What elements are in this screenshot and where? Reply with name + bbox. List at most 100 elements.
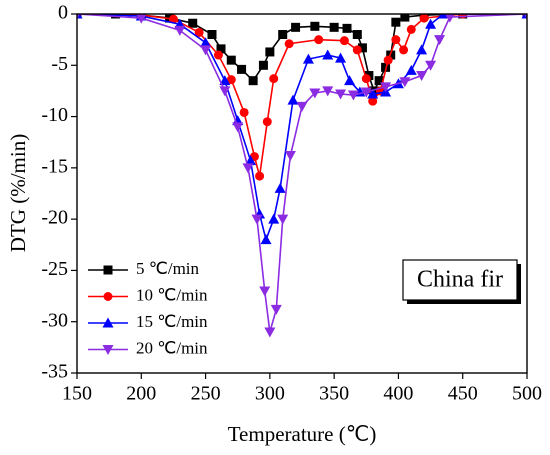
marker: [219, 75, 231, 86]
marker: [405, 64, 417, 75]
marker: [207, 30, 217, 40]
line: [77, 14, 527, 177]
marker: [380, 82, 392, 93]
marker: [347, 90, 359, 101]
annotation-box: [402, 259, 518, 301]
marker: [264, 327, 276, 338]
x-tick-label: 200: [126, 383, 156, 405]
marker: [374, 76, 384, 86]
line: [77, 14, 527, 94]
line: [77, 14, 527, 243]
marker: [232, 122, 244, 133]
y-tick-label: -35: [41, 361, 68, 383]
marker: [287, 94, 299, 105]
marker: [445, 14, 455, 23]
marker: [335, 52, 347, 63]
marker: [309, 88, 321, 99]
y-tick-label: -10: [41, 104, 68, 126]
marker: [400, 14, 410, 22]
marker: [255, 171, 265, 181]
x-tick-label: 450: [448, 383, 478, 405]
marker: [265, 47, 275, 57]
marker: [77, 14, 81, 20]
marker: [329, 22, 339, 32]
legend-label: 15 ℃/min: [136, 312, 208, 331]
marker: [284, 39, 294, 49]
y-tick-label: -30: [41, 309, 68, 331]
marker: [406, 24, 416, 34]
x-axis-label: Temperature (℃): [228, 422, 377, 446]
marker: [188, 18, 198, 28]
marker: [352, 45, 362, 55]
marker: [296, 101, 308, 112]
series: [77, 14, 527, 338]
marker: [200, 37, 212, 48]
marker: [259, 286, 271, 297]
x-tick-label: 300: [255, 383, 285, 405]
marker: [335, 89, 347, 100]
marker: [277, 214, 289, 225]
marker: [103, 265, 113, 275]
series: [77, 14, 527, 245]
marker: [262, 117, 272, 127]
marker: [239, 107, 249, 117]
marker: [168, 14, 178, 24]
marker: [237, 64, 247, 74]
marker: [136, 14, 147, 24]
marker: [103, 292, 113, 301]
marker: [342, 23, 352, 33]
legend-label: 5 ℃/min: [136, 259, 200, 278]
legend-label: 10 ℃/min: [136, 285, 208, 304]
marker: [260, 234, 272, 245]
marker: [416, 71, 428, 82]
x-tick-label: 250: [191, 383, 221, 405]
marker: [322, 86, 334, 97]
series: [77, 14, 527, 181]
marker: [226, 55, 236, 65]
marker: [339, 36, 349, 46]
marker: [391, 17, 401, 27]
marker: [284, 151, 296, 162]
marker: [416, 44, 428, 55]
marker: [251, 214, 263, 225]
marker: [194, 27, 204, 37]
marker: [425, 60, 437, 71]
marker: [258, 60, 268, 70]
marker: [352, 30, 362, 40]
marker: [361, 74, 371, 84]
marker: [360, 87, 372, 98]
marker: [419, 14, 429, 23]
x-tick-label: 350: [319, 383, 349, 405]
marker: [270, 304, 282, 315]
marker: [242, 163, 254, 174]
marker: [174, 25, 186, 36]
marker: [102, 317, 114, 328]
y-tick-label: -25: [41, 258, 68, 280]
marker: [399, 77, 411, 88]
marker: [291, 22, 301, 32]
y-tick-label: 0: [58, 2, 68, 24]
marker: [357, 43, 367, 53]
marker: [269, 74, 279, 84]
marker: [200, 45, 212, 56]
marker: [226, 75, 236, 85]
marker: [425, 18, 437, 29]
legend-label: 20 ℃/min: [136, 338, 208, 357]
marker: [322, 49, 334, 60]
marker: [434, 35, 446, 46]
marker: [344, 75, 356, 86]
y-tick-label: -5: [51, 53, 68, 75]
line: [77, 14, 527, 333]
marker: [102, 345, 114, 355]
x-tick-label: 500: [512, 383, 542, 405]
marker: [278, 30, 288, 40]
x-tick-label: 400: [383, 383, 413, 405]
marker: [268, 213, 280, 224]
annotation: China fir: [417, 267, 503, 293]
marker: [274, 182, 286, 193]
marker: [245, 155, 257, 166]
marker: [314, 35, 324, 45]
marker: [383, 55, 393, 65]
marker: [310, 21, 320, 31]
